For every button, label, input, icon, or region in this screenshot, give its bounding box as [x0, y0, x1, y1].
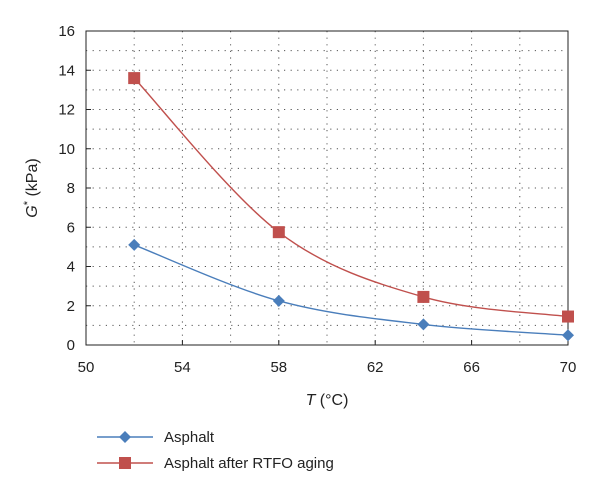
x-tick-label: 58	[270, 359, 287, 376]
series-1	[128, 238, 574, 342]
y-axis-label: G* (kPa)	[22, 158, 41, 217]
data-point-square	[417, 290, 430, 303]
data-point-diamond	[272, 294, 285, 307]
legend: Asphalt Asphalt after RTFO aging	[97, 429, 334, 472]
x-tick-label: 66	[463, 359, 480, 376]
x-tick-label: 50	[78, 359, 95, 376]
y-tick-label: 0	[67, 337, 75, 354]
axis-ticks: 50 54 58 62 66 70 0 2 4 6 8 10 12 14 16	[58, 23, 576, 376]
legend-label: Asphalt after RTFO aging	[164, 455, 334, 472]
series-group	[128, 72, 574, 342]
y-tick-label: 8	[67, 180, 75, 197]
data-point-square	[128, 72, 141, 85]
series-line	[133, 244, 569, 336]
y-tick-label: 16	[58, 23, 75, 40]
data-point-diamond	[562, 329, 574, 342]
x-tick-label: 62	[367, 359, 384, 376]
y-axis-label-unit: (kPa)	[24, 158, 41, 201]
y-tick-label: 4	[67, 259, 75, 276]
y-axis-label-superscript: *	[22, 200, 34, 205]
x-axis-label-variable: T	[306, 392, 317, 409]
legend-item: Asphalt	[97, 429, 215, 446]
legend-label: Asphalt	[164, 429, 215, 446]
data-point-square	[272, 226, 285, 239]
legend-marker	[119, 431, 131, 443]
y-tick-label: 14	[58, 62, 75, 79]
x-tick-label: 54	[174, 359, 191, 376]
series-2	[128, 72, 574, 323]
x-tick-label: 70	[560, 359, 577, 376]
y-tick-label: 10	[58, 141, 75, 158]
data-point-diamond	[417, 318, 430, 331]
series-line	[133, 77, 569, 318]
x-axis-label-unit: (°C)	[315, 392, 348, 409]
gridlines	[86, 31, 568, 345]
data-point-diamond	[128, 238, 141, 251]
legend-marker	[119, 457, 131, 469]
y-tick-label: 6	[67, 219, 75, 236]
x-axis-label: T (°C)	[306, 392, 349, 409]
y-tick-label: 12	[58, 102, 75, 119]
y-axis-label-variable: G	[24, 205, 41, 217]
data-point-square	[562, 310, 574, 323]
legend-item: Asphalt after RTFO aging	[97, 455, 334, 472]
y-tick-label: 2	[67, 298, 75, 315]
